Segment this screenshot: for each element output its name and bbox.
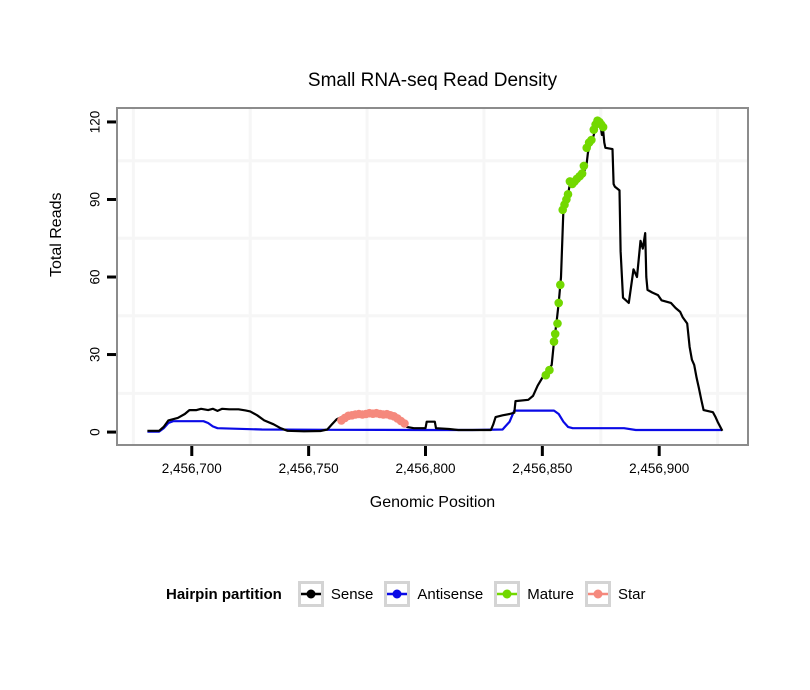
legend-entry-antisense: Antisense	[384, 581, 483, 607]
star-line-key-icon	[584, 581, 611, 607]
sense-line-key-icon	[297, 581, 324, 607]
series-mature-point	[554, 298, 563, 308]
plot-panel	[117, 108, 748, 445]
series-mature-point	[577, 169, 587, 178]
x-tick-label: 2,456,900	[629, 461, 689, 476]
series-mature-point	[553, 319, 562, 328]
panel-border	[116, 107, 749, 446]
x-tick-label: 2,456,700	[162, 461, 222, 476]
y-tick-label: 60	[88, 269, 103, 284]
series-mature-point	[549, 337, 559, 346]
mature-line-key-icon	[494, 581, 521, 607]
legend-label-sense: Sense	[330, 585, 374, 603]
legend-label-mature: Mature	[527, 585, 574, 603]
x-tick-label: 2,456,850	[512, 461, 572, 476]
y-tick-label: 120	[88, 111, 103, 134]
x-axis-title: Genomic Position	[369, 494, 496, 511]
series-star-point	[400, 419, 409, 428]
series-mature-point	[563, 190, 573, 199]
series-mature-point	[579, 161, 589, 171]
chart-title: Small RNA-seq Read Density	[307, 70, 558, 91]
antisense-line-key-icon	[384, 581, 411, 607]
plot-area: 2,456,700 2,456,750 2,456,800 2,456,850 2,45…	[88, 107, 749, 476]
legend-title: Hairpin partition	[166, 585, 282, 603]
legend-entry-star: Star	[584, 581, 646, 607]
x-tick-label: 2,456,800	[395, 461, 455, 476]
legend-label-star: Star	[617, 585, 646, 603]
y-tick-label: 0	[88, 428, 103, 436]
series-mature-point	[587, 135, 596, 145]
series-mature-point	[556, 280, 565, 290]
series-mature-point	[550, 329, 560, 339]
series-mature-point	[598, 122, 608, 132]
legend: Hairpin partition Sense Antisense Mature…	[166, 581, 656, 607]
y-tick-label: 30	[88, 347, 103, 362]
legend-label-antisense: Antisense	[417, 585, 484, 603]
x-tick-label: 2,456,750	[279, 461, 339, 476]
legend-entry-mature: Mature	[494, 581, 574, 607]
y-tick-label: 90	[88, 192, 103, 207]
series-mature-point	[545, 365, 554, 375]
legend-entry-sense: Sense	[297, 581, 374, 607]
